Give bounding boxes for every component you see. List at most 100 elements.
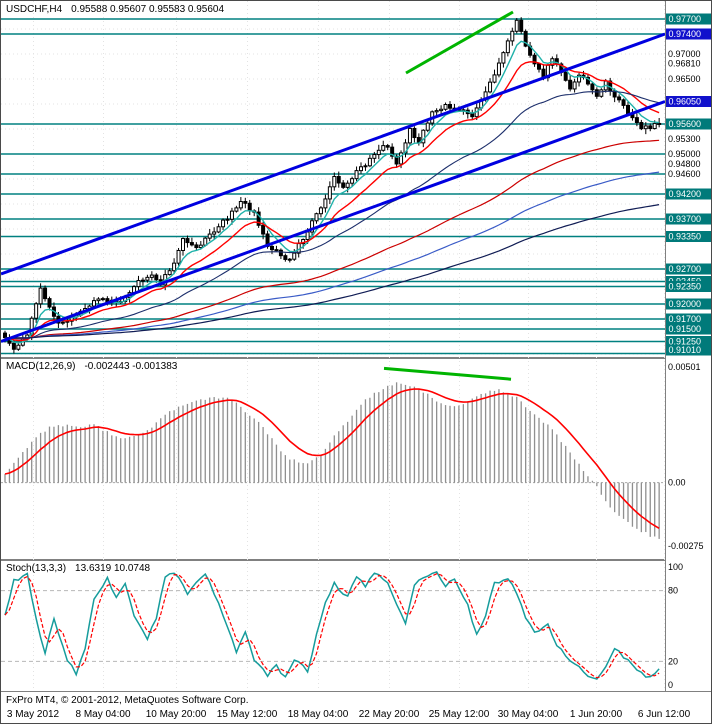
candle-body <box>617 96 622 101</box>
candle-body <box>225 218 230 221</box>
upper-channel-trendline[interactable] <box>1 32 666 276</box>
candle-body <box>621 99 626 106</box>
price-axis-level-label: 0.91250 <box>669 337 702 347</box>
candle-body <box>372 154 377 159</box>
ma-navy-slow[interactable] <box>4 204 660 339</box>
candle-body <box>652 122 657 130</box>
price-axis-label-box <box>666 323 711 335</box>
candle-body <box>203 237 208 246</box>
candle-body <box>572 81 577 90</box>
candle-body <box>145 276 150 281</box>
candle-body <box>501 52 506 64</box>
candle-body <box>181 238 185 251</box>
candle-body <box>243 201 248 204</box>
candle-body <box>34 303 39 319</box>
price-axis-level-label: 0.92700 <box>669 264 702 274</box>
candle-body <box>278 249 283 257</box>
candle-body <box>172 262 177 272</box>
price-scale[interactable] <box>665 1 712 357</box>
time-axis-label: 3 May 2012 <box>6 709 60 720</box>
ma-red-fast[interactable] <box>4 61 660 342</box>
time-axis-label: 15 May 12:00 <box>216 709 278 720</box>
price-axis-label-box <box>666 188 711 200</box>
candle-body <box>287 258 292 261</box>
stochastic-indicator-panel[interactable]: 100 80 20 0 <box>1 559 712 691</box>
candle-body <box>229 210 234 220</box>
candle-body <box>399 152 404 165</box>
price-axis-tick-label: 0.95000 <box>668 149 701 159</box>
candle-body <box>510 30 515 42</box>
candle-body <box>359 166 363 172</box>
candle-body <box>283 255 288 260</box>
candle-body <box>189 242 194 246</box>
price-axis-level-label: 0.94200 <box>669 189 702 199</box>
time-axis-bar[interactable]: FxPro MT4, © 2001-2012, MetaQuotes Softw… <box>1 691 711 723</box>
macd-indicator-panel[interactable]: 0.00501 0.00 -0.00275 <box>1 357 712 559</box>
candle-body <box>345 182 350 188</box>
stoch-signal-line <box>4 573 660 679</box>
price-axis-label-box <box>666 28 711 40</box>
candle-body <box>176 249 181 264</box>
macd-divergence-trendline[interactable] <box>383 366 512 381</box>
price-axis-level-label: 0.97700 <box>669 14 702 24</box>
candle-body <box>350 178 355 184</box>
stoch-axis-label: 100 <box>668 562 683 572</box>
candle-body <box>425 122 430 131</box>
ma-blue-slow[interactable] <box>4 171 660 339</box>
stoch-axis-label: 0 <box>668 680 673 690</box>
candle-body <box>590 83 595 91</box>
candle-body <box>234 207 239 212</box>
price-axis-tick-label: 0.96810 <box>668 59 701 69</box>
price-axis-level-label: 0.92350 <box>669 282 702 292</box>
candle-body <box>238 201 243 209</box>
price-axis-level-label: 0.96050 <box>669 97 702 107</box>
candle-body <box>376 149 381 156</box>
ma-red-slow[interactable] <box>4 139 660 339</box>
price-axis-tick-label: 0.95300 <box>668 134 701 144</box>
candle-body <box>341 182 346 188</box>
ma-teal-fast[interactable] <box>4 40 660 344</box>
candle-body <box>568 79 573 90</box>
candle-body <box>154 274 159 281</box>
candle-body <box>96 298 101 302</box>
copyright-text: FxPro MT4, © 2001-2012, MetaQuotes Softw… <box>6 695 249 706</box>
price-scale[interactable] <box>665 559 712 691</box>
candle-body <box>314 213 319 222</box>
candle-body <box>439 108 444 112</box>
price-axis-label-box <box>666 96 711 107</box>
candle-body <box>421 129 426 144</box>
candle-body <box>149 274 154 278</box>
candle-body <box>381 145 386 151</box>
price-axis-level-label: 0.91700 <box>669 314 702 324</box>
time-axis-label: 8 May 04:00 <box>75 709 131 720</box>
green-resistance-trendline[interactable] <box>405 10 514 75</box>
candle-body <box>167 270 172 276</box>
candle-body <box>407 127 412 144</box>
candle-body <box>639 122 644 130</box>
price-scale[interactable] <box>665 357 712 559</box>
candle-body <box>448 103 452 109</box>
macd-axis-label: 0.00501 <box>668 362 701 372</box>
candle-body <box>523 30 528 47</box>
price-axis-level-label: 0.91500 <box>669 324 702 334</box>
candle-body <box>657 122 662 125</box>
candle-body <box>643 125 648 130</box>
price-axis-tick-label: 0.97000 <box>668 49 701 59</box>
price-axis-label-box <box>666 263 711 275</box>
candle-body <box>100 298 105 301</box>
candle-body <box>207 233 212 239</box>
price-axis-label-box <box>666 213 711 225</box>
candle-body <box>599 89 604 97</box>
ma-navy-mid[interactable] <box>4 90 660 340</box>
lower-channel-trendline[interactable] <box>1 100 666 343</box>
candle-body <box>443 103 448 110</box>
candle-body <box>394 155 399 165</box>
candle-body <box>496 62 501 76</box>
candle-body <box>354 170 359 180</box>
candle-body <box>198 244 203 249</box>
candle-body <box>247 202 252 212</box>
macd-axis-label: 0.00 <box>668 478 686 488</box>
candle-body <box>390 146 395 157</box>
candle-body <box>412 127 417 139</box>
